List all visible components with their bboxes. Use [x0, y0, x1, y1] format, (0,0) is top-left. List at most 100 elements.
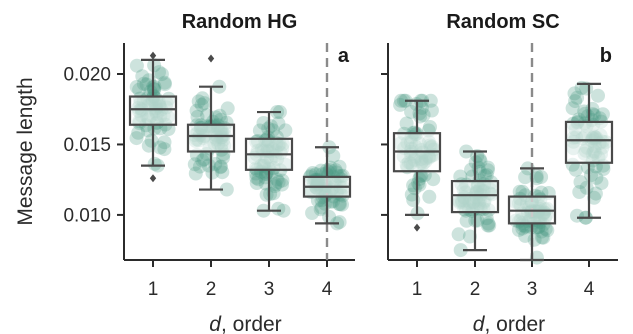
data-point [213, 159, 228, 174]
data-point [322, 163, 337, 177]
data-point [157, 142, 172, 157]
data-point [153, 140, 168, 155]
data-point [393, 97, 408, 112]
data-point [251, 172, 266, 187]
data-point [594, 176, 609, 191]
data-point [269, 172, 284, 187]
data-point [404, 104, 419, 119]
data-point [147, 79, 162, 94]
box-2 [450, 150, 500, 252]
data-point [201, 158, 216, 173]
data-point [595, 107, 610, 122]
data-point [154, 67, 169, 82]
data-point [157, 135, 172, 150]
data-point [404, 187, 419, 202]
data-point [197, 152, 211, 167]
data-point [129, 58, 144, 73]
data-point [479, 211, 494, 226]
data-point [313, 202, 328, 217]
data-point [256, 116, 271, 130]
data-point [538, 221, 553, 236]
data-point [394, 93, 408, 108]
data-point [333, 197, 347, 212]
data-point [567, 86, 582, 101]
data-point [152, 65, 166, 80]
data-point [515, 221, 530, 236]
data-point [212, 108, 227, 123]
data-point [326, 194, 340, 209]
data-point [568, 162, 583, 177]
data-point [570, 90, 585, 105]
data-point [249, 170, 264, 185]
chart-title: Random SC [446, 11, 559, 33]
x-axis-label: d, order [209, 313, 281, 334]
outlier-marker [413, 223, 421, 232]
data-point [213, 112, 228, 127]
data-point [263, 119, 278, 134]
data-point [194, 97, 209, 112]
panel-label: b [600, 45, 612, 67]
data-point [584, 168, 598, 183]
data-point [512, 184, 527, 199]
box-4 [302, 146, 352, 225]
data-point [587, 190, 602, 205]
data-point [144, 133, 159, 148]
data-point [322, 209, 337, 224]
data-point [481, 216, 496, 231]
box-4 [564, 82, 614, 219]
data-point [188, 166, 203, 181]
data-point [536, 230, 551, 245]
data-point [147, 58, 162, 73]
data-point [568, 94, 583, 109]
data-point [518, 228, 533, 243]
x-tick-label: 2 [206, 279, 217, 300]
data-point [191, 94, 206, 109]
x-tick-label: 1 [412, 279, 423, 300]
data-point [515, 184, 530, 199]
data-point [481, 160, 495, 175]
box-iqr [186, 123, 236, 153]
data-point [259, 187, 274, 202]
data-point [472, 164, 487, 179]
x-tick-label: 3 [527, 279, 538, 300]
data-point [219, 182, 234, 197]
data-point [314, 163, 329, 178]
data-point [140, 123, 155, 138]
data-point [213, 160, 228, 175]
data-point [215, 165, 230, 180]
panel-label: a [338, 45, 350, 67]
box-iqr [128, 95, 178, 126]
data-point [129, 80, 144, 94]
outlier-marker [149, 51, 157, 60]
data-point [534, 224, 549, 239]
data-point [195, 153, 210, 168]
data-point [480, 218, 495, 233]
data-point [332, 215, 347, 230]
x-tick-label: 4 [322, 279, 333, 300]
data-point [190, 109, 205, 124]
data-point [195, 91, 210, 106]
data-point [332, 197, 347, 211]
data-point [216, 150, 230, 165]
data-point [271, 175, 286, 189]
data-point [423, 93, 438, 108]
data-point [596, 162, 611, 176]
data-point [314, 200, 329, 215]
data-point [462, 229, 477, 244]
x-tick-label: 3 [264, 279, 275, 300]
data-point [275, 177, 289, 192]
data-point [451, 227, 466, 242]
data-point [579, 180, 594, 195]
data-point [580, 109, 595, 124]
data-point [473, 154, 488, 169]
data-point [424, 103, 439, 118]
data-point [565, 101, 580, 116]
data-point [399, 116, 414, 131]
x-axis-label-rest: , order [484, 313, 545, 334]
box-1 [392, 99, 442, 232]
data-point [570, 208, 584, 223]
data-point [220, 101, 235, 116]
x-axis-label: d, order [473, 313, 545, 334]
x-axis-label-rest: , order [221, 313, 282, 334]
data-point [518, 170, 533, 185]
